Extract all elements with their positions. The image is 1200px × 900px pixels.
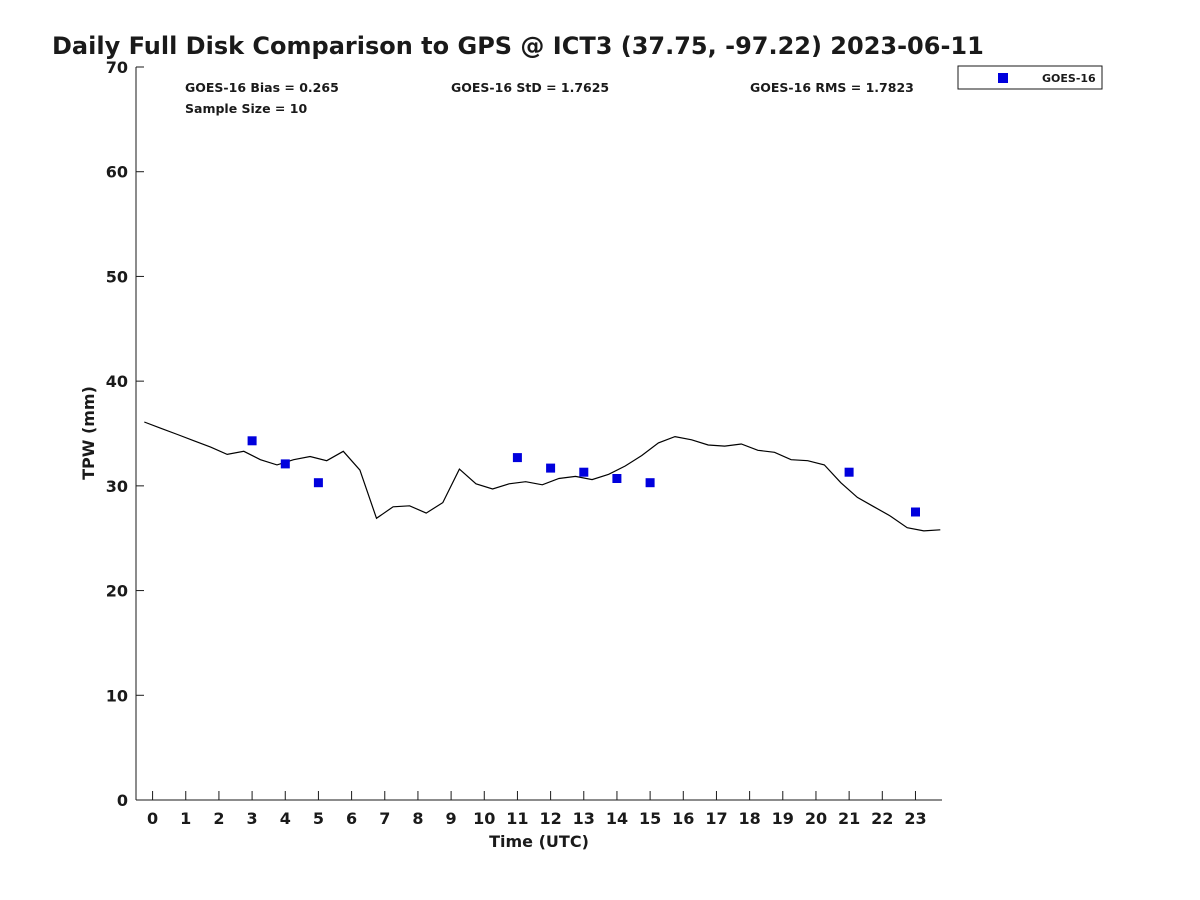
legend-label-goes16: GOES-16 <box>1042 72 1096 85</box>
goes16-point <box>911 507 920 517</box>
x-tick-label: 17 <box>705 809 727 828</box>
rms-stat: GOES-16 RMS = 1.7823 <box>750 80 914 95</box>
x-tick-label: 23 <box>904 809 926 828</box>
x-tick-label: 13 <box>573 809 595 828</box>
goes16-point <box>313 478 323 488</box>
x-tick-label: 11 <box>506 809 528 828</box>
y-tick-label: 30 <box>106 477 128 496</box>
x-tick-label: 6 <box>346 809 357 828</box>
x-tick-label: 3 <box>247 809 258 828</box>
y-ticks: 0 10 20 30 40 50 60 70 <box>106 58 144 810</box>
goes16-point <box>247 436 257 446</box>
x-tick-label: 10 <box>473 809 495 828</box>
x-ticks: 0 1 2 3 4 5 6 7 8 9 10 11 12 13 14 15 16 17 18 19 20 21 22 23 <box>147 791 927 828</box>
x-axis-label: Time (UTC) <box>489 832 589 851</box>
x-tick-label: 0 <box>147 809 158 828</box>
x-tick-label: 14 <box>606 809 628 828</box>
y-tick-label: 20 <box>106 582 128 601</box>
x-tick-label: 20 <box>805 809 827 828</box>
std-stat: GOES-16 StD = 1.7625 <box>451 80 609 95</box>
chart-title: Daily Full Disk Comparison to GPS @ ICT3… <box>52 32 984 60</box>
y-tick-label: 60 <box>106 163 128 182</box>
goes16-point <box>844 467 854 477</box>
x-tick-label: 1 <box>180 809 191 828</box>
goes16-point <box>546 463 556 473</box>
goes16-point <box>612 474 622 483</box>
y-tick-label: 40 <box>106 372 128 391</box>
x-tick-label: 2 <box>213 809 224 828</box>
legend-box <box>957 65 1103 90</box>
y-tick-label: 0 <box>117 791 128 810</box>
x-tick-label: 16 <box>672 809 694 828</box>
x-tick-label: 4 <box>280 809 291 828</box>
x-tick-label: 22 <box>871 809 893 828</box>
goes16-points <box>247 436 920 517</box>
legend: GOES-16 <box>957 65 1103 90</box>
gps-line-series <box>144 421 941 532</box>
y-tick-label: 70 <box>106 58 128 77</box>
x-tick-label: 18 <box>738 809 760 828</box>
x-tick-label: 8 <box>412 809 423 828</box>
goes16-point <box>579 467 589 477</box>
y-axis-label: TPW (mm) <box>79 386 98 480</box>
plot-area <box>135 67 942 801</box>
gps-tpw-line <box>144 421 941 532</box>
x-tick-label: 15 <box>639 809 661 828</box>
x-tick-label: 9 <box>446 809 457 828</box>
legend-marker-square <box>998 73 1008 83</box>
x-tick-label: 12 <box>539 809 561 828</box>
x-tick-label: 5 <box>313 809 324 828</box>
goes16-point <box>645 478 655 488</box>
y-tick-label: 50 <box>106 267 128 286</box>
bias-stat: GOES-16 Bias = 0.265 <box>185 80 339 95</box>
x-tick-label: 19 <box>772 809 794 828</box>
x-tick-label: 21 <box>838 809 860 828</box>
y-tick-label: 10 <box>106 686 128 705</box>
x-tick-label: 7 <box>379 809 390 828</box>
goes16-point <box>280 459 290 469</box>
sample-size-stat: Sample Size = 10 <box>185 101 307 116</box>
goes16-point <box>512 453 522 463</box>
